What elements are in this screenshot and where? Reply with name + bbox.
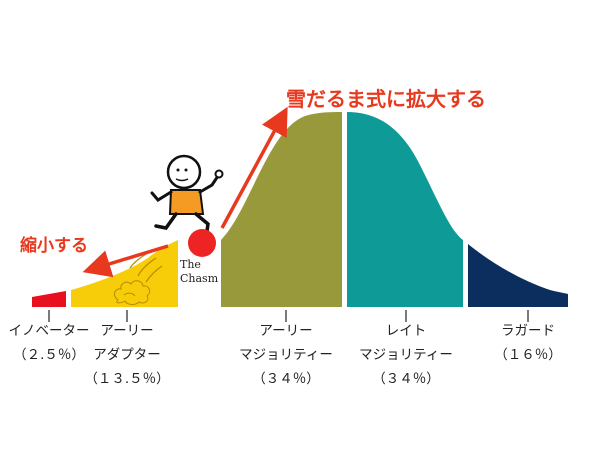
tick-marks [48,310,529,322]
segment-share: （１３.５％） [84,371,170,387]
chasm-label-line2: Chasm [180,272,219,285]
runner-icon [150,154,224,240]
chasm-label-line1: The [180,258,201,271]
segment-share: （３４％） [252,371,320,387]
segment-name-line2: マジョリティー [239,347,333,363]
innovators-segment [32,291,66,307]
segment-name: アーリー [259,323,313,339]
early-majority-segment [221,112,342,307]
segment-name-line2: マジョリティー [359,347,453,363]
expand-callout: 雪だるま式に拡大する [286,87,486,111]
segment-share: （２.５％） [13,347,85,363]
segment-name: イノベーター [8,323,90,339]
laggards-segment [468,244,568,307]
segment-name: レイト [385,323,427,339]
early-adopters-segment [71,240,178,307]
label-early-majority: アーリー マジョリティー （３４％） [231,322,341,394]
segment-name: ラガード [501,323,555,339]
shrink-callout: 縮小する [20,236,88,256]
shrink-arrow [82,244,169,278]
segment-share: （１６％） [494,347,562,363]
expand-arrow [220,106,288,229]
label-innovators: イノベーター （２.５％） [0,322,98,370]
label-late-majority: レイト マジョリティー （３４％） [351,322,461,394]
label-early-adopters: アーリー アダプター （１３.５％） [82,322,172,394]
segment-share: （３４％） [372,371,440,387]
segment-name-line2: アダプター [93,347,161,363]
late-majority-segment [347,112,463,307]
segment-name: アーリー [100,323,154,339]
ball-icon [188,229,216,257]
label-laggards: ラガード （１６％） [488,322,568,370]
